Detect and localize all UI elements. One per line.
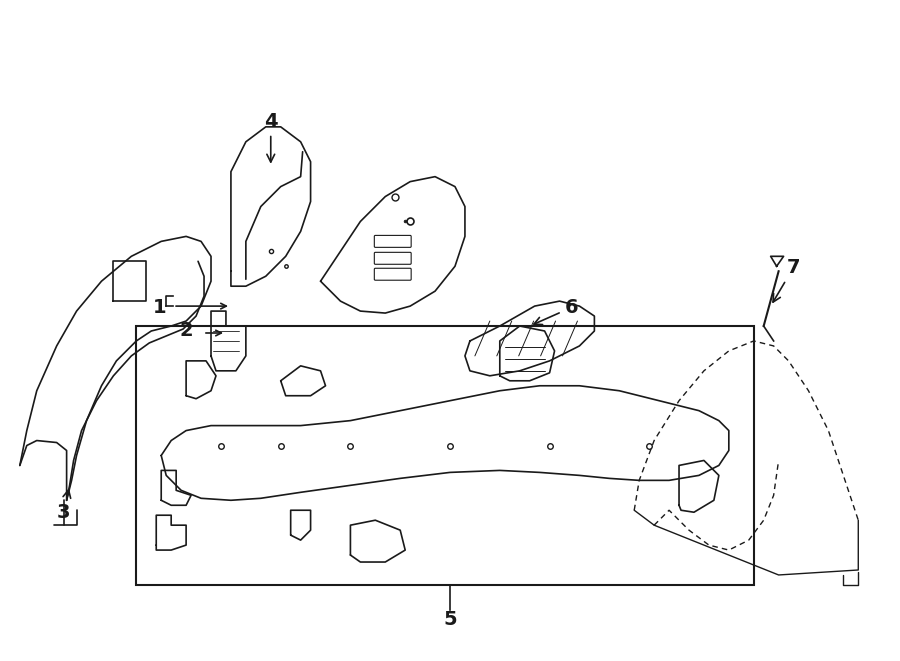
Text: 4: 4 [264,112,277,162]
Text: 7: 7 [773,258,800,302]
Text: 6: 6 [534,298,578,325]
Text: 1: 1 [153,298,166,317]
Text: 5: 5 [443,609,457,629]
Text: 3: 3 [57,490,71,522]
Bar [136,326,753,585]
Text: 2: 2 [179,321,193,340]
